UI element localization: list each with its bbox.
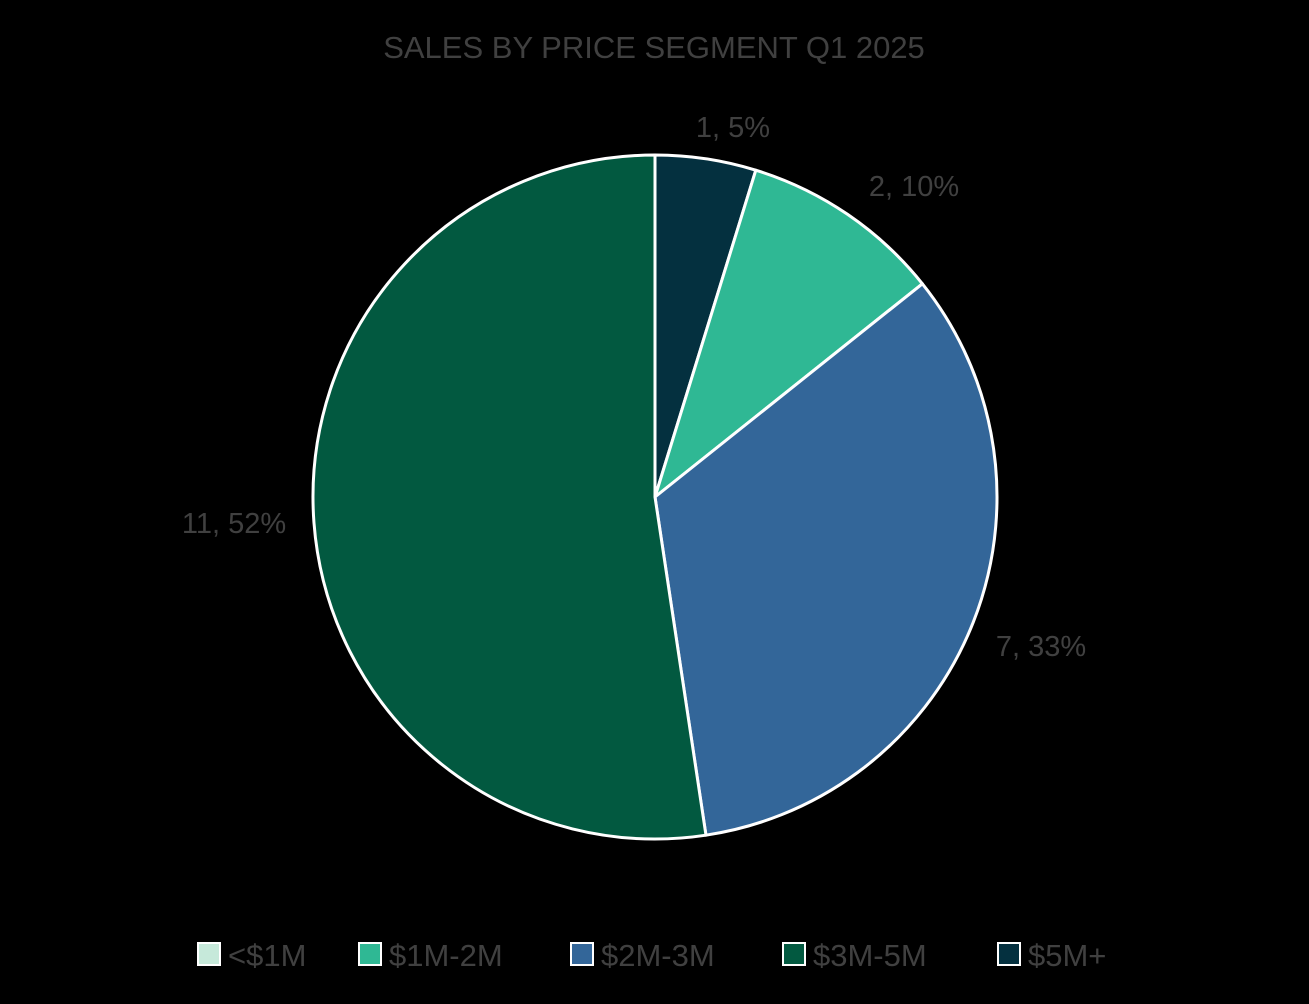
legend-swatch (197, 942, 221, 966)
legend-label: $1M-2M (389, 938, 503, 973)
legend-item: <$1M (197, 938, 306, 973)
pie-slices (311, 153, 999, 841)
legend-item: $2M-3M (570, 938, 715, 973)
legend-label: $3M-5M (813, 938, 927, 973)
chart-title: SALES BY PRICE SEGMENT Q1 2025 (383, 30, 925, 65)
legend: <$1M $1M-2M $2M-3M $3M-5M $5M+ (197, 938, 1106, 973)
legend-label: $2M-3M (601, 938, 715, 973)
legend-label: <$1M (228, 938, 306, 973)
pie-slice (311, 153, 708, 841)
pie-slice (653, 168, 924, 499)
legend-label: $5M+ (1028, 938, 1106, 973)
legend-swatch (358, 942, 382, 966)
legend-swatch (570, 942, 594, 966)
data-label: 1, 5% (696, 112, 770, 144)
legend-swatch (782, 942, 806, 966)
data-labels: 1, 5% 2, 10% 7, 33% 11, 52% (182, 112, 1086, 663)
legend-swatch (997, 942, 1021, 966)
data-label: 11, 52% (182, 508, 286, 540)
legend-item: $5M+ (997, 938, 1106, 973)
data-label: 7, 33% (996, 631, 1086, 663)
data-label: 2, 10% (869, 171, 959, 203)
legend-item: $3M-5M (782, 938, 927, 973)
pie-slice (653, 282, 999, 837)
legend-item: $1M-2M (358, 938, 503, 973)
